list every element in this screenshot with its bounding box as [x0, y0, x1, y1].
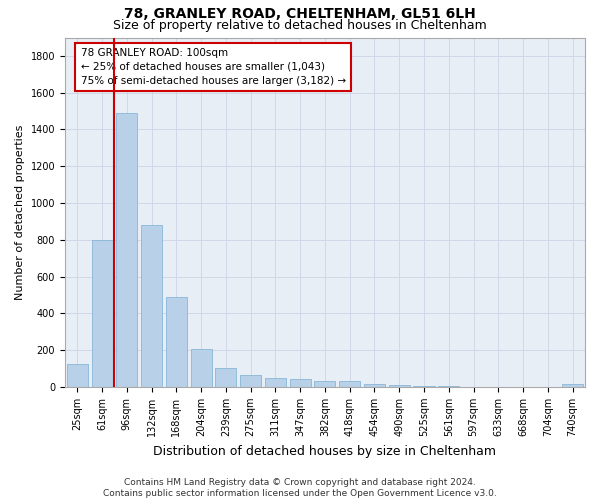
Bar: [364, 384, 385, 387]
Text: 78, GRANLEY ROAD, CHELTENHAM, GL51 6LH: 78, GRANLEY ROAD, CHELTENHAM, GL51 6LH: [124, 8, 476, 22]
Bar: [413, 386, 434, 387]
Bar: [339, 382, 360, 387]
Bar: [314, 380, 335, 387]
Bar: [265, 378, 286, 387]
Bar: [166, 297, 187, 387]
Bar: [562, 384, 583, 387]
Bar: [191, 349, 212, 387]
X-axis label: Distribution of detached houses by size in Cheltenham: Distribution of detached houses by size …: [154, 444, 496, 458]
Text: Size of property relative to detached houses in Cheltenham: Size of property relative to detached ho…: [113, 18, 487, 32]
Y-axis label: Number of detached properties: Number of detached properties: [15, 124, 25, 300]
Bar: [92, 240, 113, 387]
Bar: [215, 368, 236, 387]
Bar: [389, 386, 410, 387]
Bar: [240, 375, 261, 387]
Bar: [67, 364, 88, 387]
Bar: [116, 113, 137, 387]
Bar: [290, 379, 311, 387]
Text: Contains HM Land Registry data © Crown copyright and database right 2024.
Contai: Contains HM Land Registry data © Crown c…: [103, 478, 497, 498]
Bar: [438, 386, 460, 387]
Text: 78 GRANLEY ROAD: 100sqm
← 25% of detached houses are smaller (1,043)
75% of semi: 78 GRANLEY ROAD: 100sqm ← 25% of detache…: [80, 48, 346, 86]
Bar: [141, 225, 162, 387]
